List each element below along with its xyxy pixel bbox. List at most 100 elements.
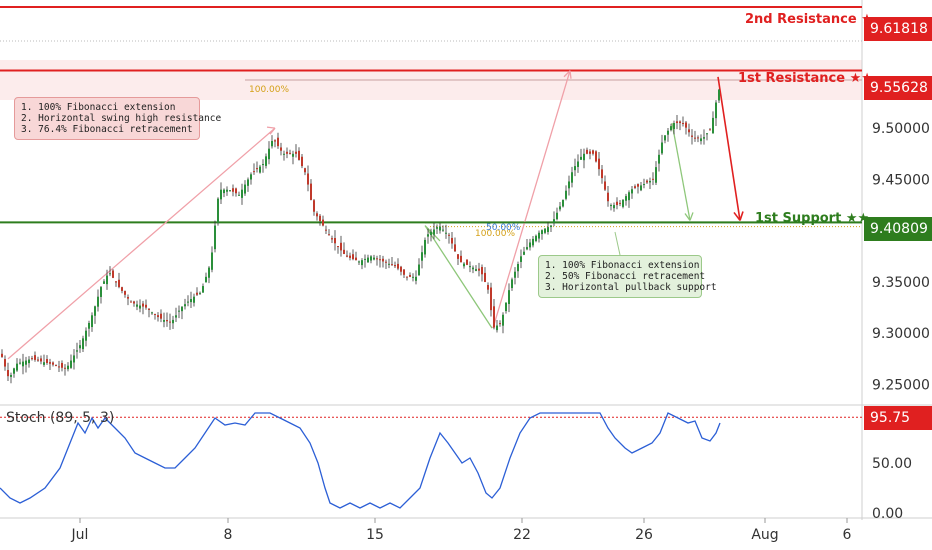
candle-body	[61, 362, 63, 368]
candle-body	[484, 272, 486, 282]
candle-body	[106, 275, 108, 285]
candle-body	[628, 192, 630, 201]
candle-body	[133, 301, 135, 304]
candle-body	[337, 246, 339, 248]
candle-body	[577, 161, 579, 167]
candle-body	[7, 370, 9, 377]
candle-body	[607, 192, 609, 202]
candle-body	[247, 179, 249, 186]
candle-body	[94, 306, 96, 316]
candle-body	[328, 234, 330, 236]
candle-body	[652, 178, 654, 180]
candle-body	[658, 154, 660, 164]
candle-body	[100, 287, 102, 297]
resistance-note: 1. 100% Fibonacci extension 2. Horizonta…	[14, 97, 221, 140]
candle-body	[250, 174, 252, 180]
candle-body	[364, 258, 366, 260]
y-tick-label: 9.25000	[872, 377, 930, 393]
candle-body	[229, 190, 231, 192]
candle-body	[487, 284, 489, 290]
candle-body	[700, 138, 702, 142]
candle-body	[118, 279, 120, 288]
candle-body	[550, 225, 552, 228]
candle-body	[232, 188, 234, 192]
candle-body	[79, 345, 81, 349]
candle-body	[670, 126, 672, 131]
candle-body	[292, 153, 294, 157]
price-tag-2nd-resistance: 9.61818	[864, 17, 932, 41]
candle-body	[112, 270, 114, 278]
candle-body	[121, 287, 123, 291]
y-tick-label: 9.35000	[872, 275, 930, 291]
candle-body	[166, 319, 168, 322]
candle-body	[400, 266, 402, 272]
candle-body	[85, 330, 87, 341]
candle-body	[463, 263, 465, 267]
candle-body	[682, 122, 684, 124]
price-tag-1st-support: 9.40809	[864, 217, 932, 241]
candle-body	[277, 137, 279, 147]
candle-body	[31, 358, 33, 360]
price-tag-1st-resistance: 9.55628	[864, 76, 932, 100]
candle-body	[433, 229, 435, 235]
candle-body	[460, 255, 462, 263]
candle-body	[547, 227, 549, 232]
candle-body	[466, 259, 468, 265]
level-label-1st-resistance: 1st Resistance ★★	[738, 71, 873, 86]
candle-body	[583, 153, 585, 161]
candle-body	[70, 360, 72, 368]
candle-body	[397, 263, 399, 269]
candle-body	[298, 150, 300, 160]
candle-body	[406, 276, 408, 278]
candle-body	[58, 366, 60, 368]
projection-arrowhead-1	[266, 126, 276, 135]
candle-body	[16, 363, 18, 371]
candle-body	[718, 89, 720, 101]
candle-body	[253, 171, 255, 173]
candle-body	[304, 168, 306, 173]
candle-body	[163, 319, 165, 322]
candle-body	[499, 323, 501, 325]
candle-body	[343, 249, 345, 254]
candle-body	[103, 281, 105, 284]
projection-line-2	[492, 70, 571, 329]
stoch-label: Stoch (89, 5, 3)	[6, 410, 114, 426]
candle-body	[418, 264, 420, 276]
candle-body	[544, 228, 546, 233]
fib-annotation-2: 100.00%	[475, 229, 515, 239]
candle-body	[388, 263, 390, 265]
candle-body	[40, 358, 42, 362]
candle-body	[535, 235, 537, 242]
x-tick-label: Aug	[751, 527, 778, 543]
candle-body	[154, 313, 156, 315]
candle-body	[4, 359, 6, 367]
candle-body	[319, 215, 321, 221]
red-arrowhead	[733, 211, 744, 221]
candle-body	[244, 184, 246, 194]
x-tick-label: 6	[843, 527, 852, 543]
candle-body	[346, 255, 348, 257]
candle-body	[325, 229, 327, 231]
candle-body	[520, 256, 522, 262]
candle-body	[274, 140, 276, 142]
y-tick-label: 9.50000	[872, 121, 930, 137]
candle-body	[595, 151, 597, 162]
candle-body	[34, 355, 36, 360]
candle-body	[193, 296, 195, 303]
candle-body	[238, 194, 240, 196]
candle-body	[148, 308, 150, 310]
candle-body	[391, 264, 393, 266]
support-note-connector	[614, 231, 621, 256]
candle-body	[568, 181, 570, 189]
candle-body	[673, 123, 675, 130]
candle-body	[217, 198, 219, 223]
candle-body	[22, 361, 24, 367]
candle-body	[226, 189, 228, 192]
candle-body	[505, 302, 507, 312]
x-tick-label: Jul	[71, 527, 89, 543]
candle-body	[610, 205, 612, 207]
candle-body	[493, 306, 495, 328]
candle-body	[184, 304, 186, 307]
candle-body	[355, 257, 357, 261]
